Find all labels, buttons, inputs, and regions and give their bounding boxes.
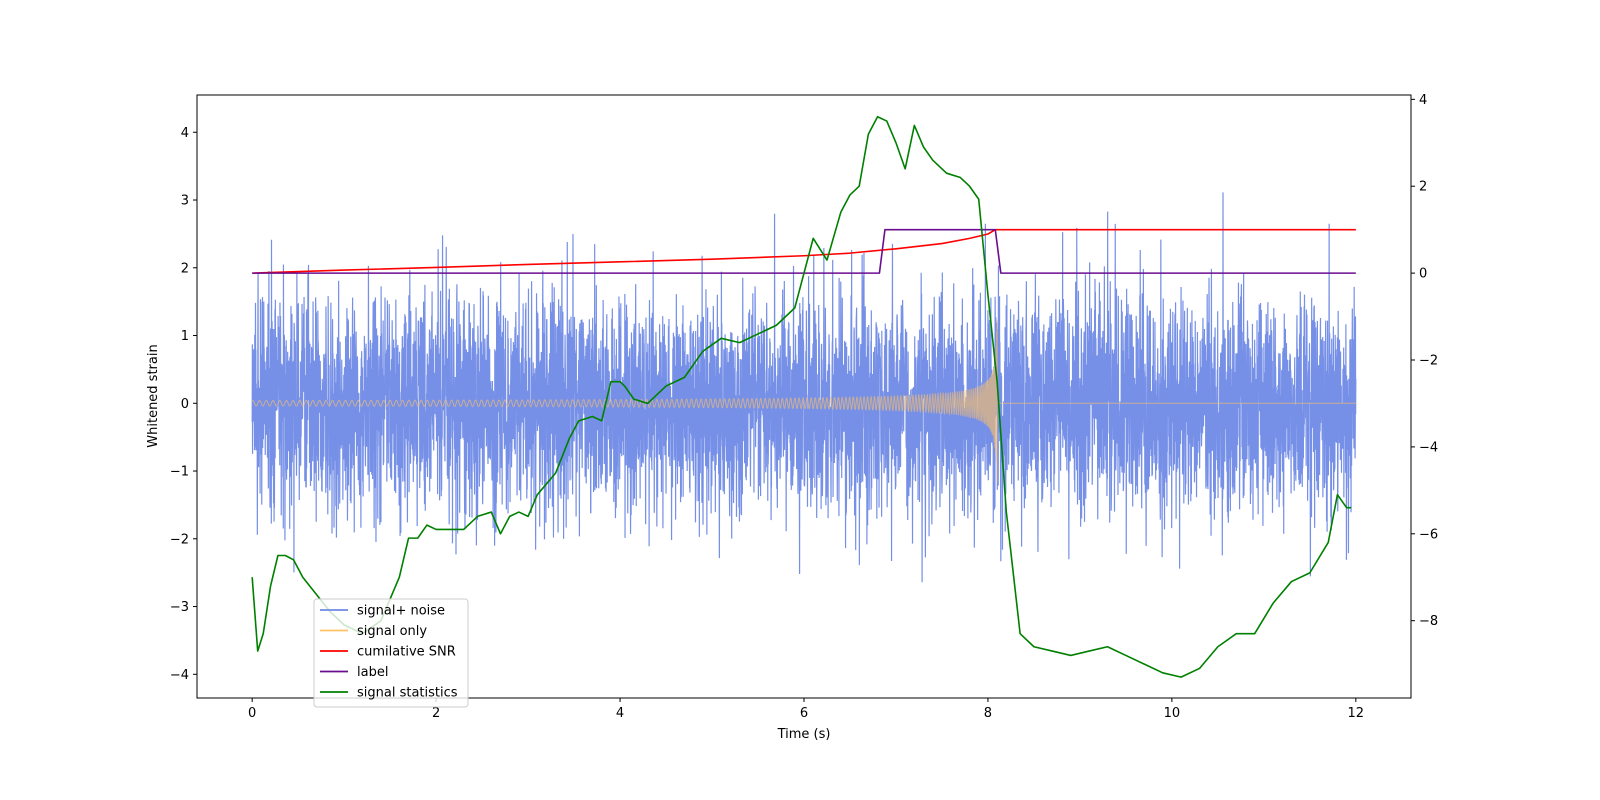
y-tick-label: 1 <box>181 329 189 344</box>
legend-label: label <box>357 665 388 680</box>
series-signal-only-line <box>251 319 1356 483</box>
y-tick-label: 4 <box>181 126 189 141</box>
y-tick-label: 0 <box>181 397 189 412</box>
y-tick-label: −2 <box>170 532 189 547</box>
x-tick-label: 0 <box>248 706 256 721</box>
x-tick-label: 2 <box>432 706 440 721</box>
legend-label: signal+ noise <box>357 604 445 619</box>
y2-tick-label: −8 <box>1419 614 1438 629</box>
series-signal-statistics-line <box>251 115 1352 678</box>
x-tick-label: 10 <box>1164 706 1181 721</box>
y-tick-label: 2 <box>181 261 189 276</box>
y2-tick-label: 4 <box>1419 93 1427 108</box>
y2-tick-label: −4 <box>1419 440 1438 455</box>
series-cumulative-snr-line <box>252 228 1356 274</box>
series-label-line <box>252 228 1356 274</box>
legend-label: cumilative SNR <box>357 645 456 660</box>
legend-label: signal only <box>357 624 427 639</box>
y2-tick-label: 2 <box>1419 180 1427 195</box>
x-tick-label: 4 <box>616 706 624 721</box>
y-tick-label: −4 <box>170 668 189 683</box>
y2-tick-label: 0 <box>1419 267 1427 282</box>
y-tick-label: 3 <box>181 194 189 209</box>
y-tick-label: −1 <box>170 465 189 480</box>
x-axis-label: Time (s) <box>777 727 831 742</box>
series-signal-noise-line <box>251 192 1357 583</box>
y2-tick-label: −2 <box>1419 354 1438 369</box>
legend-label: signal statistics <box>357 686 458 701</box>
x-tick-label: 6 <box>800 706 808 721</box>
y-tick-label: −3 <box>170 600 189 615</box>
x-tick-label: 12 <box>1348 706 1365 721</box>
x-tick-label: 8 <box>984 706 992 721</box>
legend: signal+ noise signal only cumilative SNR la… <box>313 598 469 708</box>
y2-tick-label: −6 <box>1419 527 1438 542</box>
y-axis-label: Whitened strain <box>146 344 161 447</box>
legend-box <box>313 598 469 708</box>
